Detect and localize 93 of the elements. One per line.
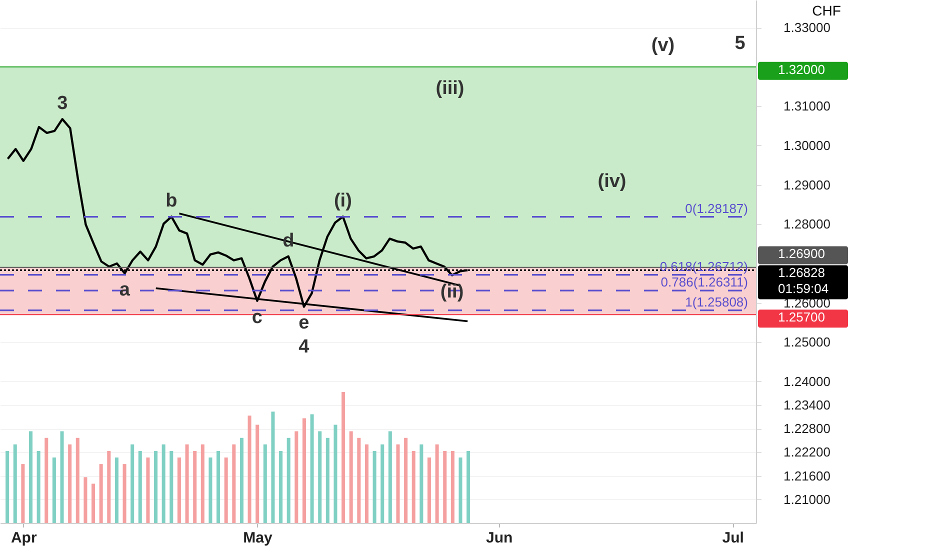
bar	[52, 458, 56, 523]
bar	[466, 450, 470, 523]
annotation: 4	[298, 336, 310, 358]
bar	[326, 438, 330, 523]
bar	[84, 477, 88, 523]
bar	[107, 450, 111, 523]
bar	[341, 392, 345, 523]
annotation: (i)	[334, 190, 352, 212]
ref-line-label: 0.786(1.26311)	[660, 274, 748, 290]
bar	[185, 444, 189, 523]
bar	[412, 450, 416, 523]
bar	[200, 444, 204, 523]
bar	[349, 431, 353, 523]
bar	[404, 438, 408, 523]
bar	[357, 438, 361, 523]
bar	[318, 431, 322, 523]
annotation: 3	[57, 93, 68, 114]
bar	[68, 444, 72, 523]
y-tick-label: 1.29000	[784, 177, 830, 192]
annotation: e	[298, 312, 310, 334]
bar	[334, 424, 338, 523]
ref-line-label: 1.26828 01:59:04	[778, 265, 829, 296]
y-tick-label: 1.23400	[784, 398, 830, 413]
bar	[396, 444, 400, 523]
bar	[380, 444, 384, 523]
bar	[263, 444, 267, 523]
bar	[255, 424, 259, 523]
bar	[278, 450, 282, 523]
annotation: 5	[734, 33, 746, 54]
bar	[21, 464, 25, 523]
x-tick-label: Apr	[10, 530, 37, 546]
bar	[36, 450, 40, 523]
bar	[138, 450, 142, 523]
ref-line-label: 0(1.28187)	[685, 200, 748, 216]
ref-line-label: 1(1.25808)	[685, 294, 748, 310]
bar	[224, 458, 228, 523]
ref-line-label: 1.25700	[778, 310, 825, 325]
bar	[302, 418, 306, 523]
bar	[216, 450, 220, 523]
bar	[372, 450, 376, 523]
bar	[99, 464, 103, 523]
bar	[91, 484, 95, 523]
bar	[114, 458, 118, 523]
bar	[146, 458, 150, 523]
x-tick-label: May	[243, 530, 273, 546]
bar	[232, 444, 236, 523]
bar	[28, 431, 32, 523]
annotation: (v)	[651, 35, 675, 56]
bar	[192, 450, 196, 523]
bar	[122, 464, 126, 523]
bar	[364, 444, 368, 523]
bar	[427, 458, 431, 523]
bar	[154, 450, 158, 523]
bar	[435, 444, 439, 523]
y-axis-title: CHF	[812, 2, 841, 18]
bar	[76, 438, 80, 523]
bar	[450, 450, 454, 523]
y-tick-label: 1.22800	[784, 421, 830, 436]
y-tick-label: 1.33000	[784, 20, 830, 36]
ref-line-label: 1.32000	[778, 62, 825, 77]
bar	[170, 450, 174, 523]
bar	[13, 444, 17, 523]
y-tick-label: 1.28000	[784, 216, 830, 232]
annotation: (iii)	[436, 78, 464, 99]
bar	[310, 414, 314, 523]
y-tick-label: 1.30000	[784, 138, 830, 153]
y-tick-label: 1.21600	[784, 468, 830, 484]
y-tick-label: 1.24000	[784, 374, 830, 389]
bar	[162, 444, 166, 523]
bar	[208, 458, 212, 523]
bar	[248, 416, 252, 523]
bar	[5, 450, 9, 523]
y-tick-label: 1.21000	[784, 492, 830, 507]
bar	[177, 458, 181, 523]
bar	[294, 431, 298, 523]
bar	[388, 431, 392, 523]
bar	[420, 444, 424, 523]
bar	[130, 444, 134, 523]
y-tick-label: 1.22200	[784, 444, 830, 460]
y-tick-label: 1.31000	[784, 98, 830, 114]
bar	[458, 458, 462, 523]
bar	[442, 450, 447, 523]
x-tick-label: Jun	[486, 530, 513, 546]
bar	[286, 438, 290, 523]
annotation: b	[166, 190, 178, 212]
y-tick-label: 1.25000	[784, 334, 830, 350]
bar	[271, 412, 275, 523]
ref-line-label: 1.26900	[778, 246, 825, 262]
bar	[240, 438, 244, 523]
bar	[60, 431, 64, 523]
annotation: (iv)	[598, 171, 626, 192]
x-tick-label: Jul	[722, 530, 744, 546]
bar	[44, 438, 48, 523]
